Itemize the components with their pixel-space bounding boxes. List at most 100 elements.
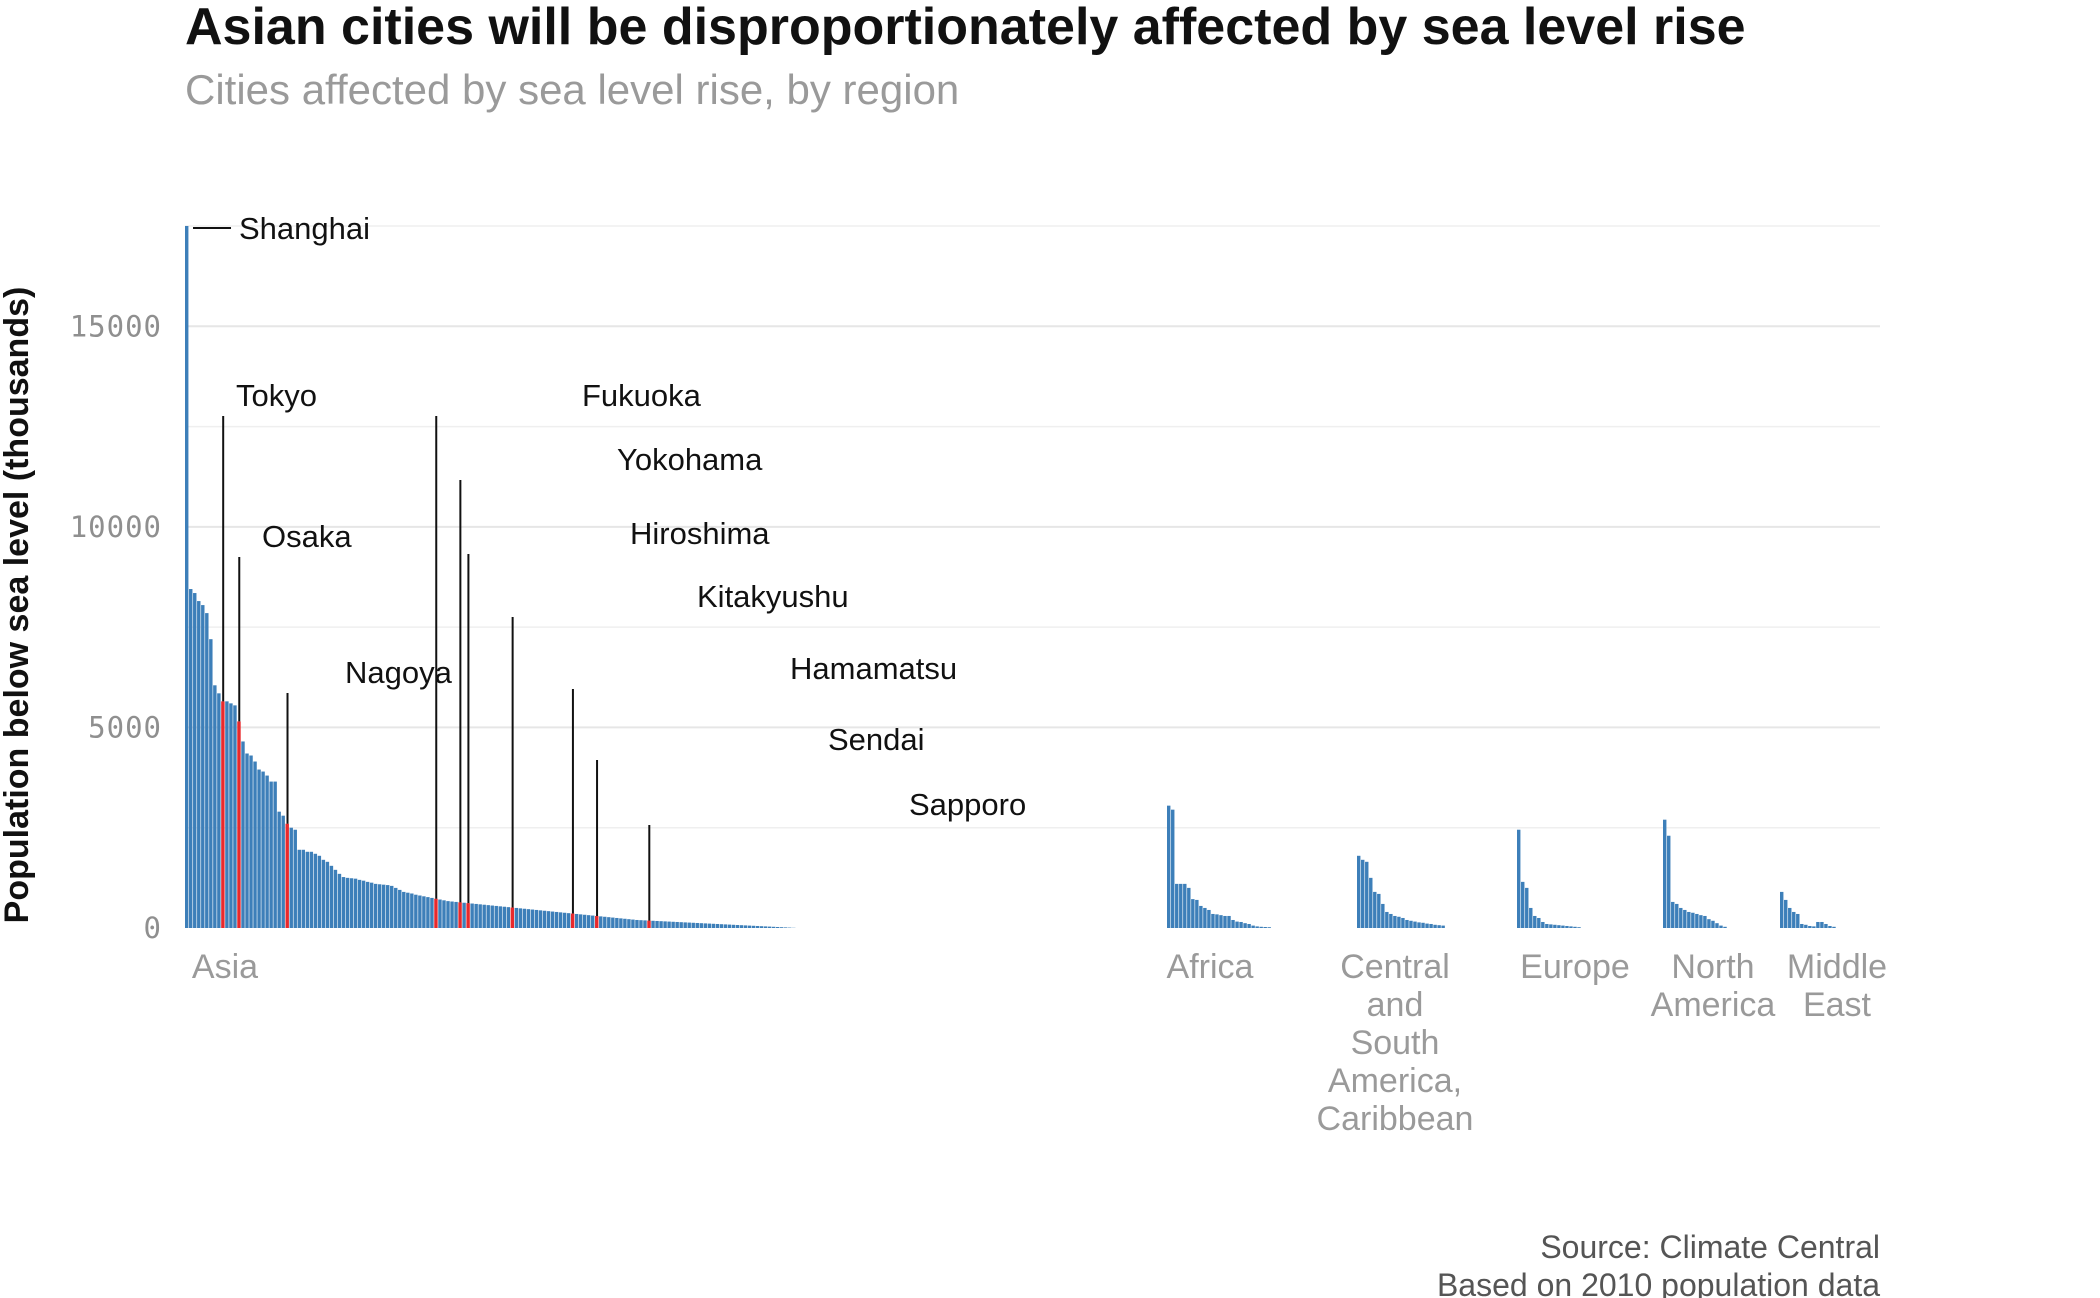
bar xyxy=(410,893,414,928)
bar xyxy=(1369,877,1373,928)
bar xyxy=(1683,909,1687,928)
bar xyxy=(719,924,724,928)
bar xyxy=(1824,923,1828,928)
y-tick-label: 0 xyxy=(144,911,162,945)
bar xyxy=(289,827,293,928)
bar xyxy=(422,896,426,928)
bar xyxy=(562,912,567,928)
bar xyxy=(1251,925,1255,928)
region-label: Asia xyxy=(192,948,258,986)
bar xyxy=(1239,921,1243,928)
bar xyxy=(1397,916,1401,928)
bar xyxy=(269,781,273,928)
bar xyxy=(1385,911,1389,928)
bar xyxy=(755,925,760,928)
bar xyxy=(1401,917,1405,928)
highlight-bar xyxy=(647,920,651,928)
chart-title: Asian cities will be disproportionately … xyxy=(185,0,1746,56)
bar xyxy=(482,904,486,928)
bar xyxy=(1373,891,1377,928)
bar xyxy=(490,905,494,928)
bar xyxy=(185,226,189,928)
bar xyxy=(1695,913,1699,928)
bar xyxy=(1393,915,1397,928)
bar xyxy=(1800,923,1804,928)
bar xyxy=(534,909,539,928)
bar xyxy=(1195,899,1199,928)
bar xyxy=(623,918,627,928)
bar xyxy=(771,926,776,928)
bar xyxy=(1207,909,1211,928)
bar xyxy=(450,901,454,928)
bar xyxy=(1537,917,1541,928)
city-label: Nagoya xyxy=(345,655,453,690)
bar xyxy=(514,907,519,928)
bar xyxy=(1525,887,1529,928)
bar xyxy=(1227,915,1231,928)
bar xyxy=(1557,925,1561,928)
bar xyxy=(1243,923,1247,928)
bar xyxy=(1211,913,1215,928)
bar xyxy=(711,923,716,928)
bar xyxy=(1784,899,1788,928)
bar xyxy=(225,701,229,928)
bar xyxy=(1671,901,1675,928)
bar xyxy=(1429,923,1433,928)
bar xyxy=(1433,924,1437,928)
bar xyxy=(1719,925,1723,928)
bar xyxy=(603,916,607,928)
bar xyxy=(1203,907,1207,928)
bar xyxy=(1679,907,1683,928)
y-axis-ticks: 0 5000 10000 15000 xyxy=(70,309,162,945)
bar xyxy=(418,895,422,928)
bar xyxy=(414,894,418,928)
bar xyxy=(365,881,370,928)
region-label: Africa xyxy=(1167,948,1254,986)
bar xyxy=(273,781,277,928)
bar xyxy=(249,755,253,928)
bar xyxy=(763,926,768,928)
bar xyxy=(1663,819,1667,928)
bar xyxy=(1255,926,1259,928)
bar xyxy=(390,885,394,928)
bar xyxy=(1541,921,1545,928)
bar xyxy=(1223,915,1227,928)
bar xyxy=(197,601,201,928)
bar xyxy=(1219,915,1223,928)
bar xyxy=(747,925,752,928)
region-labels: Asia Africa Central and South America, Caribbe… xyxy=(192,948,1887,1138)
bar xyxy=(1711,920,1715,928)
city-label: Hiroshima xyxy=(630,516,770,551)
bar xyxy=(486,905,490,928)
bar xyxy=(317,855,322,928)
bar xyxy=(611,917,615,928)
bar xyxy=(651,920,655,928)
bar xyxy=(683,922,687,928)
bar xyxy=(442,900,446,928)
highlight-bar xyxy=(221,701,225,928)
bar xyxy=(1816,921,1820,928)
bar xyxy=(546,911,551,928)
bar xyxy=(301,849,305,928)
bar xyxy=(229,703,233,928)
bar xyxy=(1267,927,1271,928)
bar xyxy=(325,861,330,928)
bar xyxy=(727,924,732,928)
bar xyxy=(1699,915,1703,928)
bar xyxy=(1263,926,1267,928)
city-label: Fukuoka xyxy=(582,378,702,413)
bar xyxy=(373,883,378,928)
bar xyxy=(498,906,502,928)
bar xyxy=(1812,926,1816,928)
chart-subtitle: Cities affected by sea level rise, by re… xyxy=(185,66,959,113)
bar xyxy=(558,912,563,928)
bar xyxy=(261,771,265,928)
bar xyxy=(205,613,209,928)
bar xyxy=(1167,805,1171,928)
bar xyxy=(751,925,756,928)
gridlines xyxy=(185,225,1880,829)
bar xyxy=(1577,927,1581,928)
bar xyxy=(381,884,386,928)
bar xyxy=(1247,923,1251,928)
